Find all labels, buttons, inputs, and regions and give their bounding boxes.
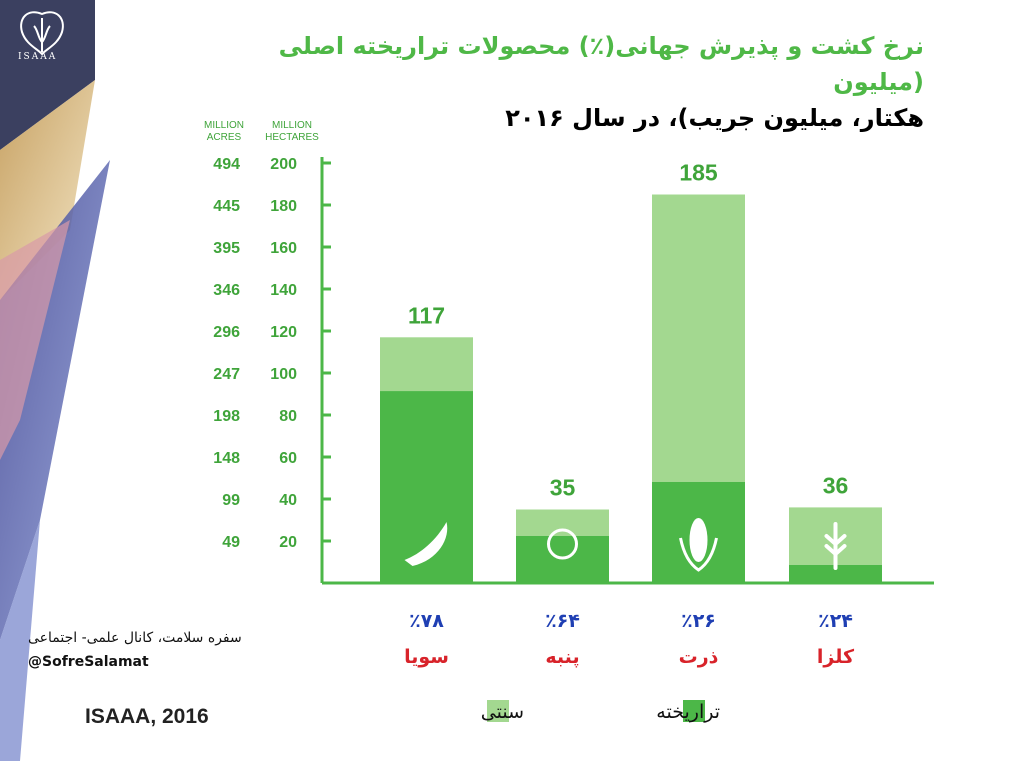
y-tick-acres: 445	[213, 198, 240, 215]
chart-title: نرخ کشت و پذیرش جهانی(٪) محصولات تراریخت…	[204, 28, 924, 136]
y-tick-hectares: 180	[270, 198, 297, 215]
y-tick-acres: 247	[213, 366, 240, 383]
percent-label: ٪۲۴	[818, 610, 853, 632]
y-tick-acres: 99	[222, 492, 240, 509]
canola-icon	[824, 522, 847, 570]
cotton-boll-icon	[547, 528, 578, 560]
bar-gm	[789, 564, 882, 583]
y-tick-hectares: 200	[270, 156, 297, 173]
channel-handle: @SofreSalamat	[28, 654, 149, 670]
y-tick-hectares: 160	[270, 240, 297, 257]
bar-total-label: 36	[823, 472, 849, 498]
acres-header-line2: ACRES	[207, 132, 242, 143]
source-citation: ISAAA, 2016	[85, 705, 209, 728]
y-tick-acres: 296	[213, 324, 240, 341]
corn-husk-icon	[679, 537, 718, 572]
pea-pod-icon	[404, 522, 448, 566]
y-tick-acres: 395	[213, 240, 240, 257]
hectares-header-line1: MILLION	[272, 120, 312, 131]
percent-label: ٪۲۶	[681, 610, 716, 632]
y-tick-hectares: 100	[270, 366, 297, 383]
y-tick-acres: 494	[213, 156, 240, 173]
logo-text: ISAAA	[18, 52, 58, 62]
legend-swatch-conventional	[487, 700, 509, 722]
title-line-2: هکتار، میلیون جریب)، در سال ۲۰۱۶	[505, 104, 924, 132]
bar-conventional	[652, 194, 745, 482]
crop-label: ذرت	[679, 646, 719, 668]
acres-header-line1: MILLION	[204, 120, 244, 131]
legend-swatch-gm	[683, 700, 705, 722]
bar-total-label: 185	[679, 160, 718, 186]
bar-conventional	[516, 509, 609, 536]
crop-label: سویا	[404, 646, 449, 668]
y-tick-acres: 346	[213, 282, 240, 299]
legend-label-conventional: سنتی	[481, 701, 524, 723]
channel-credit: سفره سلامت، کانال علمی- اجتماعی @SofreSa…	[28, 626, 288, 674]
percent-label: ٪۶۴	[545, 610, 580, 632]
y-tick-acres: 198	[213, 408, 240, 425]
isaaa-logo	[20, 11, 64, 56]
y-tick-hectares: 120	[270, 324, 297, 341]
y-tick-hectares: 60	[279, 450, 297, 467]
bar-total-label: 117	[408, 302, 445, 328]
percent-label: ٪۷۸	[409, 610, 444, 632]
y-tick-hectares: 40	[279, 492, 297, 509]
legend-label-gm: تراریخته	[656, 701, 720, 723]
bar-conventional	[380, 337, 473, 392]
corn-cob-icon	[689, 518, 708, 562]
y-tick-acres: 148	[213, 450, 240, 467]
channel-name: سفره سلامت، کانال علمی- اجتماعی	[28, 630, 242, 646]
crop-label: پنبه	[545, 646, 579, 668]
y-tick-hectares: 20	[279, 534, 297, 551]
y-tick-acres: 49	[222, 534, 240, 551]
crop-label: کلزا	[817, 646, 855, 668]
y-tick-hectares: 140	[270, 282, 297, 299]
bar-total-label: 35	[550, 475, 576, 501]
hectares-header-line2: HECTARES	[265, 132, 319, 143]
y-tick-hectares: 80	[279, 408, 297, 425]
title-line-1: نرخ کشت و پذیرش جهانی(٪) محصولات تراریخت…	[278, 32, 924, 96]
